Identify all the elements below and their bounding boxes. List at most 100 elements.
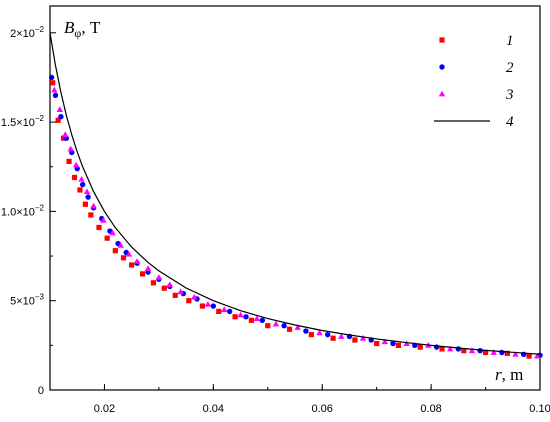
data-point [150, 280, 157, 286]
y-tick-label: 2×10−2 [10, 25, 44, 40]
data-point [62, 131, 69, 137]
plot-frame [49, 5, 541, 391]
data-point [172, 292, 178, 298]
data-point [51, 86, 58, 93]
data-point [67, 145, 74, 152]
x-axis-unit: , m [502, 365, 524, 384]
y-axis-subscript: φ [74, 26, 81, 40]
data-point [72, 161, 80, 168]
data-point [129, 262, 135, 268]
data-point [374, 340, 380, 347]
legend-marker [439, 37, 445, 43]
data-point [461, 348, 467, 354]
data-point [308, 332, 314, 338]
data-point [330, 335, 336, 341]
ticks-layer: 0.02 0.04 0.06 0.08 0.10 0 5×10−3 1.0×10−2 1.5×1… [1, 25, 550, 415]
data-point [50, 80, 56, 86]
data-point [248, 317, 255, 323]
data-point [395, 342, 402, 348]
legend-marker [439, 64, 445, 70]
data-point [243, 314, 249, 320]
data-point [316, 329, 323, 336]
y-tick-label: 5×10−3 [10, 293, 44, 308]
x-tick-label: 0.06 [312, 403, 333, 415]
data-point [78, 175, 85, 182]
data-point [204, 300, 212, 307]
data-point [161, 285, 167, 291]
y-tick-label: 1.0×10−2 [1, 203, 45, 218]
x-tick-label: 0.08 [420, 403, 441, 415]
data-point [83, 188, 91, 195]
legend-item-3: 3 [438, 87, 514, 103]
data-point [109, 229, 116, 236]
data-point [512, 350, 519, 357]
data-point [82, 201, 88, 207]
data-point [133, 258, 141, 264]
data-point [125, 250, 133, 257]
data-point [55, 117, 61, 123]
data-point [144, 265, 152, 271]
series-4 [49, 32, 541, 355]
data-point [499, 349, 505, 356]
legend-marker [438, 90, 446, 97]
data-point [303, 328, 309, 334]
data-point [490, 349, 497, 355]
data-point [216, 308, 222, 315]
data-point [191, 293, 198, 300]
series-2 [48, 74, 543, 358]
series-1 [50, 80, 532, 359]
data-point [226, 308, 233, 315]
data-point [477, 348, 483, 354]
data-point [88, 212, 94, 218]
x-axis-var: r [495, 365, 502, 384]
data-point [446, 345, 454, 352]
data-point [381, 338, 389, 345]
data-point [100, 217, 107, 223]
legend-label: 4 [506, 114, 514, 130]
data-point [186, 298, 192, 304]
data-point [253, 315, 261, 321]
data-point [338, 333, 345, 339]
data-point [85, 194, 91, 200]
x-axis-title: r, m [495, 365, 523, 384]
data-point [155, 274, 163, 280]
data-point [66, 158, 72, 164]
data-point [482, 349, 489, 356]
legend-label: 2 [506, 60, 514, 76]
data-point [265, 323, 271, 329]
data-point [79, 181, 86, 188]
data-point [58, 114, 64, 120]
data-point [259, 317, 266, 324]
legend-label: 1 [506, 33, 514, 49]
data-point [96, 224, 102, 231]
data-point [104, 235, 110, 241]
data-point [237, 311, 244, 318]
data-point [294, 324, 301, 330]
series-layer [48, 32, 543, 359]
data-point [272, 320, 280, 327]
data-point [286, 326, 293, 332]
legend-item-4: 4 [434, 114, 514, 130]
data-point [504, 350, 510, 356]
legend-label: 3 [505, 87, 514, 103]
data-point [281, 323, 287, 329]
data-point [324, 331, 331, 338]
x-tick-label: 0.10 [529, 403, 550, 415]
legend: 1 2 3 4 [434, 33, 514, 130]
data-point [52, 92, 59, 99]
series-3 [51, 86, 541, 359]
data-point [221, 306, 228, 313]
y-axis-unit: , T [81, 18, 101, 37]
data-point [71, 174, 78, 181]
data-point [77, 187, 83, 193]
data-point [390, 340, 396, 347]
data-point [352, 337, 358, 343]
y-axis-var: B [64, 18, 75, 37]
legend-item-1: 1 [439, 33, 514, 49]
data-point [199, 303, 206, 309]
data-point [61, 135, 67, 141]
x-tick-label: 0.04 [203, 403, 224, 415]
y-tick-label: 1.5×10−2 [1, 114, 45, 129]
data-point [417, 344, 423, 350]
